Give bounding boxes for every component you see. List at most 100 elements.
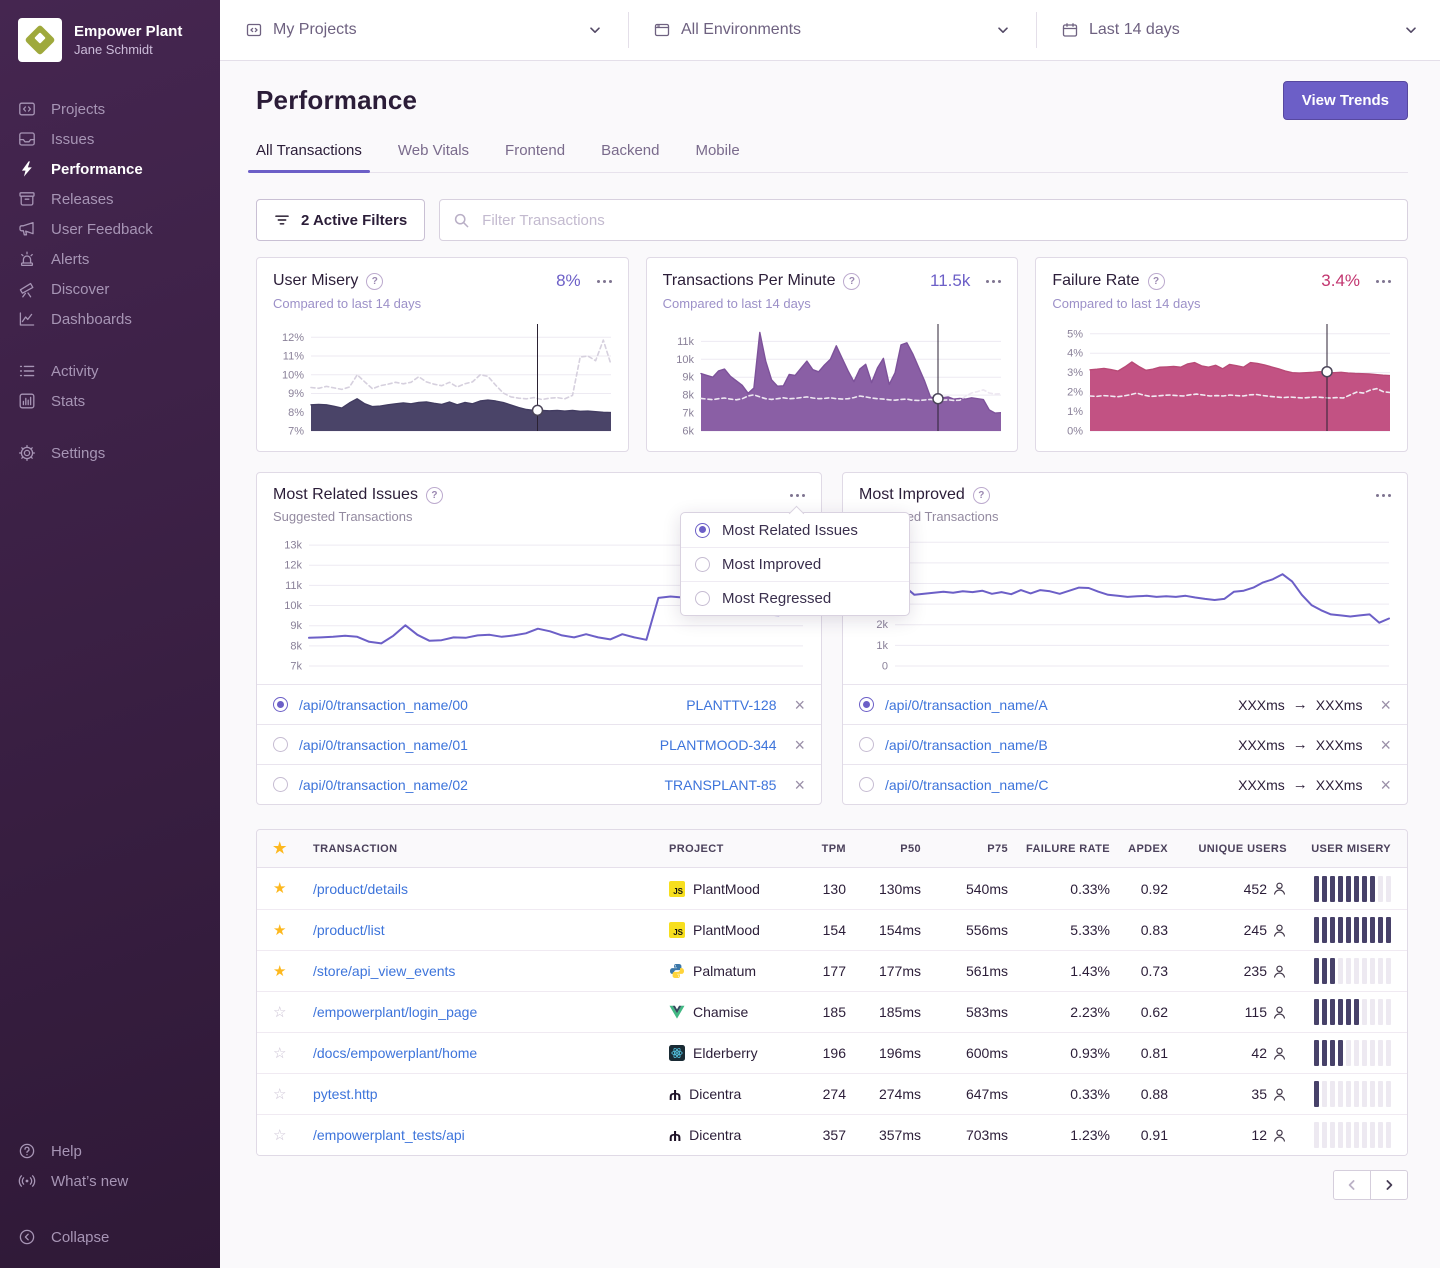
star-toggle[interactable]: ☆ xyxy=(273,1005,313,1020)
close-icon[interactable]: × xyxy=(794,776,805,794)
svg-text:8k: 8k xyxy=(290,640,302,652)
radio-button[interactable] xyxy=(859,737,874,752)
transaction-link[interactable]: /api/0/transaction_name/B xyxy=(885,737,1048,753)
column-header-transaction[interactable]: TRANSACTION xyxy=(313,843,669,855)
previous-page-button[interactable] xyxy=(1333,1170,1371,1200)
close-icon[interactable]: × xyxy=(1380,776,1391,794)
svg-text:1k: 1k xyxy=(876,640,888,652)
transaction-link[interactable]: /docs/empowerplant/home xyxy=(313,1045,477,1061)
sidebar-item-projects[interactable]: Projects xyxy=(0,94,220,124)
sidebar-item-alerts[interactable]: Alerts xyxy=(0,244,220,274)
tpm-value: 196 xyxy=(781,1045,846,1061)
stat-card-menu-button[interactable] xyxy=(597,276,612,287)
column-header-project[interactable]: PROJECT xyxy=(669,843,781,855)
close-icon[interactable]: × xyxy=(794,696,805,714)
project-selector[interactable]: My Projects xyxy=(220,0,628,60)
transaction-link[interactable]: /empowerplant_tests/api xyxy=(313,1127,465,1143)
transaction-link[interactable]: /store/api_view_events xyxy=(313,963,455,979)
star-toggle[interactable]: ☆ xyxy=(273,1046,313,1061)
search-input[interactable] xyxy=(480,211,1394,230)
transaction-link[interactable]: /api/0/transaction_name/01 xyxy=(299,737,468,753)
transaction-link[interactable]: /product/list xyxy=(313,922,385,938)
sidebar-item-releases[interactable]: Releases xyxy=(0,184,220,214)
widget-menu-button[interactable] xyxy=(790,490,805,501)
star-toggle[interactable]: ☆ xyxy=(273,1087,313,1102)
radio-button[interactable] xyxy=(273,697,288,712)
unique-users-value: 12 xyxy=(1251,1127,1267,1143)
projects-icon xyxy=(18,100,36,118)
tab-frontend[interactable]: Frontend xyxy=(505,136,565,172)
date-range-selector[interactable]: Last 14 days xyxy=(1036,0,1440,60)
menu-item-most-related-issues[interactable]: Most Related Issues xyxy=(681,513,909,547)
issue-link[interactable]: PLANTMOOD-344 xyxy=(660,737,777,753)
sidebar-item-collapse[interactable]: Collapse xyxy=(0,1222,220,1252)
widget-menu-button[interactable] xyxy=(1376,490,1391,501)
user-icon xyxy=(1272,964,1287,979)
sidebar-item-help[interactable]: Help xyxy=(0,1136,220,1166)
transaction-link[interactable]: /api/0/transaction_name/00 xyxy=(299,697,468,713)
help-circle-icon[interactable]: ? xyxy=(366,273,383,290)
transaction-link[interactable]: pytest.http xyxy=(313,1086,378,1102)
radio-button[interactable] xyxy=(859,697,874,712)
issue-link[interactable]: TRANSPLANT-85 xyxy=(664,777,776,793)
tab-backend[interactable]: Backend xyxy=(601,136,659,172)
user-misery-bars xyxy=(1287,1040,1391,1066)
help-circle-icon[interactable]: ? xyxy=(426,487,443,504)
close-icon[interactable]: × xyxy=(794,736,805,754)
close-icon[interactable]: × xyxy=(1380,736,1391,754)
sidebar-item-discover[interactable]: Discover xyxy=(0,274,220,304)
transaction-link[interactable]: /product/details xyxy=(313,881,408,897)
column-header-p75[interactable]: P75 xyxy=(921,843,1008,855)
star-column-header[interactable]: ★ xyxy=(273,841,313,856)
stat-card-menu-button[interactable] xyxy=(1376,276,1391,287)
sidebar-item-settings[interactable]: Settings xyxy=(0,438,220,468)
tpm-value: 357 xyxy=(781,1127,846,1143)
next-page-button[interactable] xyxy=(1370,1170,1408,1200)
star-toggle[interactable]: ★ xyxy=(273,964,313,979)
tab-mobile[interactable]: Mobile xyxy=(695,136,739,172)
tab-web-vitals[interactable]: Web Vitals xyxy=(398,136,469,172)
column-header-user-misery[interactable]: USER MISERY xyxy=(1287,843,1391,855)
column-header-failure-rate[interactable]: FAILURE RATE xyxy=(1008,843,1110,855)
column-header-tpm[interactable]: TPM xyxy=(781,843,846,855)
transaction-link[interactable]: /api/0/transaction_name/02 xyxy=(299,777,468,793)
transaction-link[interactable]: /empowerplant/login_page xyxy=(313,1004,477,1020)
sidebar-item-issues[interactable]: Issues xyxy=(0,124,220,154)
stat-card-menu-button[interactable] xyxy=(986,276,1001,287)
radio-button[interactable] xyxy=(859,777,874,792)
sidebar-item-activity[interactable]: Activity xyxy=(0,356,220,386)
menu-item-most-regressed[interactable]: Most Regressed xyxy=(681,581,909,615)
transaction-link[interactable]: /api/0/transaction_name/C xyxy=(885,777,1048,793)
radio-button[interactable] xyxy=(695,523,710,538)
sidebar-item-performance[interactable]: Performance xyxy=(0,154,220,184)
column-header-p50[interactable]: P50 xyxy=(846,843,921,855)
help-circle-icon[interactable]: ? xyxy=(973,487,990,504)
org-logo xyxy=(18,18,62,62)
sidebar-item-user-feedback[interactable]: User Feedback xyxy=(0,214,220,244)
sidebar-item-stats[interactable]: Stats xyxy=(0,386,220,416)
sidebar-item-dashboards[interactable]: Dashboards xyxy=(0,304,220,334)
tab-all-transactions[interactable]: All Transactions xyxy=(256,136,362,172)
star-toggle[interactable]: ☆ xyxy=(273,1128,313,1143)
tpm-value: 185 xyxy=(781,1004,846,1020)
radio-button[interactable] xyxy=(273,777,288,792)
sidebar-item-what-s-new[interactable]: What’s new xyxy=(0,1166,220,1196)
transaction-link[interactable]: /api/0/transaction_name/A xyxy=(885,697,1048,713)
org-switcher[interactable]: Empower Plant Jane Schmidt xyxy=(0,14,220,70)
help-circle-icon[interactable]: ? xyxy=(843,273,860,290)
star-toggle[interactable]: ★ xyxy=(273,923,313,938)
help-circle-icon[interactable]: ? xyxy=(1148,273,1165,290)
star-toggle[interactable]: ★ xyxy=(273,881,313,896)
menu-item-most-improved[interactable]: Most Improved xyxy=(681,547,909,581)
close-icon[interactable]: × xyxy=(1380,696,1391,714)
column-header-apdex[interactable]: APDEX xyxy=(1110,843,1168,855)
user-misery-bars xyxy=(1287,1081,1391,1107)
view-trends-button[interactable]: View Trends xyxy=(1283,81,1408,120)
active-filters-button[interactable]: 2 Active Filters xyxy=(256,199,425,241)
radio-button[interactable] xyxy=(695,591,710,606)
environment-selector[interactable]: All Environments xyxy=(628,0,1036,60)
radio-button[interactable] xyxy=(695,557,710,572)
radio-button[interactable] xyxy=(273,737,288,752)
issue-link[interactable]: PLANTTV-128 xyxy=(686,697,776,713)
column-header-unique-users[interactable]: UNIQUE USERS xyxy=(1168,843,1287,855)
